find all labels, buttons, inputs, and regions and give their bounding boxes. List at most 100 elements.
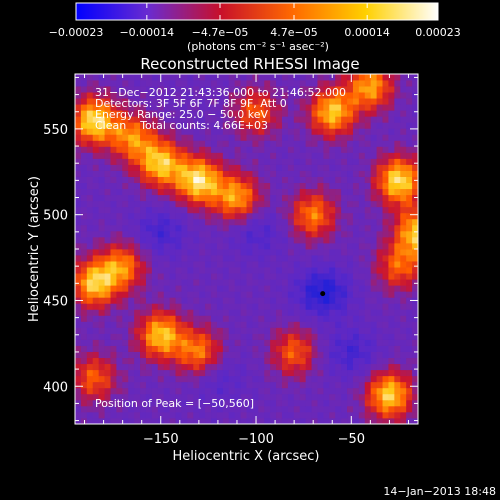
heatmap-cell: [151, 164, 159, 171]
heatmap-cell: [98, 297, 105, 304]
heatmap-cell: [406, 255, 413, 262]
heatmap-cell: [311, 315, 318, 322]
heatmap-cell: [341, 249, 348, 256]
heatmap-cell: [394, 279, 401, 286]
heatmap-cell: [364, 80, 372, 87]
heatmap-cell: [234, 134, 241, 141]
heatmap-cell: [394, 218, 401, 226]
heatmap-cell: [163, 363, 171, 371]
heatmap-cell: [382, 261, 389, 268]
heatmap-cell: [240, 363, 247, 371]
heatmap-cell: [145, 98, 153, 105]
heatmap-cell: [276, 255, 283, 262]
heatmap-cell: [258, 236, 265, 244]
heatmap-cell: [116, 164, 123, 171]
heatmap-cell: [341, 218, 348, 226]
heatmap-cell: [92, 405, 100, 413]
heatmap-cell: [317, 194, 324, 202]
heatmap-cell: [376, 122, 383, 129]
heatmap-cell: [104, 218, 111, 226]
heatmap-cell: [258, 267, 265, 274]
heatmap-cell: [211, 333, 218, 340]
heatmap-cell: [376, 224, 383, 232]
heatmap-cell: [299, 122, 307, 129]
heatmap-cell: [305, 110, 312, 117]
heatmap-cell: [264, 152, 271, 159]
heatmap-cell: [116, 170, 123, 177]
heatmap-cell: [122, 303, 129, 310]
heatmap-cell: [270, 351, 277, 359]
heatmap-cell: [299, 146, 307, 153]
heatmap-cell: [169, 279, 176, 286]
heatmap-cell: [335, 146, 342, 153]
heatmap-cell: [276, 387, 283, 395]
heatmap-cell: [376, 303, 383, 310]
heatmap-cell: [382, 104, 389, 111]
heatmap-cell: [92, 170, 100, 177]
heatmap-cell: [104, 249, 111, 256]
heatmap-cell: [270, 405, 277, 413]
heatmap-cell: [329, 236, 336, 244]
heatmap-cell: [75, 273, 82, 280]
heatmap-cell: [181, 104, 188, 111]
heatmap-cell: [246, 80, 253, 87]
heatmap-cell: [92, 104, 100, 111]
heatmap-cell: [358, 399, 366, 407]
heatmap-cell: [228, 146, 236, 153]
heatmap-cell: [382, 327, 389, 334]
heatmap-cell: [216, 98, 224, 105]
heatmap-cell: [270, 333, 277, 340]
heatmap-cell: [228, 255, 236, 262]
heatmap-cell: [311, 357, 318, 365]
heatmap-cell: [412, 170, 419, 177]
heatmap-cell: [394, 194, 401, 202]
heatmap-cell: [134, 405, 141, 413]
heatmap-cell: [281, 249, 289, 256]
heatmap-cell: [364, 345, 372, 352]
heatmap-cell: [376, 80, 383, 87]
heatmap-cell: [98, 381, 105, 389]
heatmap-cell: [157, 146, 165, 153]
heatmap-cell: [264, 279, 271, 286]
heatmap-cell: [86, 357, 94, 365]
heatmap-cell: [205, 158, 212, 165]
heatmap-cell: [80, 182, 88, 190]
heatmap-cell: [246, 74, 253, 81]
heatmap-cell: [293, 327, 301, 334]
heatmap-cell: [234, 399, 241, 407]
heatmap-cell: [276, 122, 283, 129]
heatmap-cell: [376, 140, 383, 147]
heatmap-cell: [122, 188, 129, 196]
heatmap-cell: [175, 249, 182, 256]
heatmap-cell: [145, 140, 153, 147]
heatmap-cell: [323, 303, 330, 310]
heatmap-cell: [222, 333, 230, 340]
heatmap-cell: [80, 399, 88, 407]
heatmap-cell: [264, 230, 271, 238]
heatmap-cell: [252, 411, 259, 419]
heatmap-cell: [335, 309, 342, 316]
heatmap-cell: [270, 236, 277, 244]
heatmap-cell: [287, 405, 295, 413]
heatmap-cell: [134, 146, 141, 153]
heatmap-cell: [211, 381, 218, 389]
heatmap-cell: [246, 249, 253, 256]
heatmap-cell: [104, 140, 111, 147]
heatmap-cell: [104, 339, 111, 346]
heatmap-cell: [86, 345, 94, 352]
heatmap-cell: [116, 279, 123, 286]
heatmap-cell: [388, 176, 395, 184]
heatmap-cell: [122, 381, 129, 389]
heatmap-cell: [382, 242, 389, 250]
heatmap-cell: [216, 291, 224, 298]
heatmap-cell: [376, 357, 383, 365]
heatmap-cell: [364, 86, 372, 93]
heatmap-cell: [293, 74, 301, 81]
heatmap-cell: [134, 315, 141, 322]
heatmap-cell: [134, 104, 141, 111]
heatmap-cell: [110, 267, 117, 274]
heatmap-cell: [240, 369, 247, 377]
heatmap-cell: [246, 351, 253, 359]
heatmap-cell: [228, 140, 236, 147]
heatmap-cell: [163, 273, 171, 280]
